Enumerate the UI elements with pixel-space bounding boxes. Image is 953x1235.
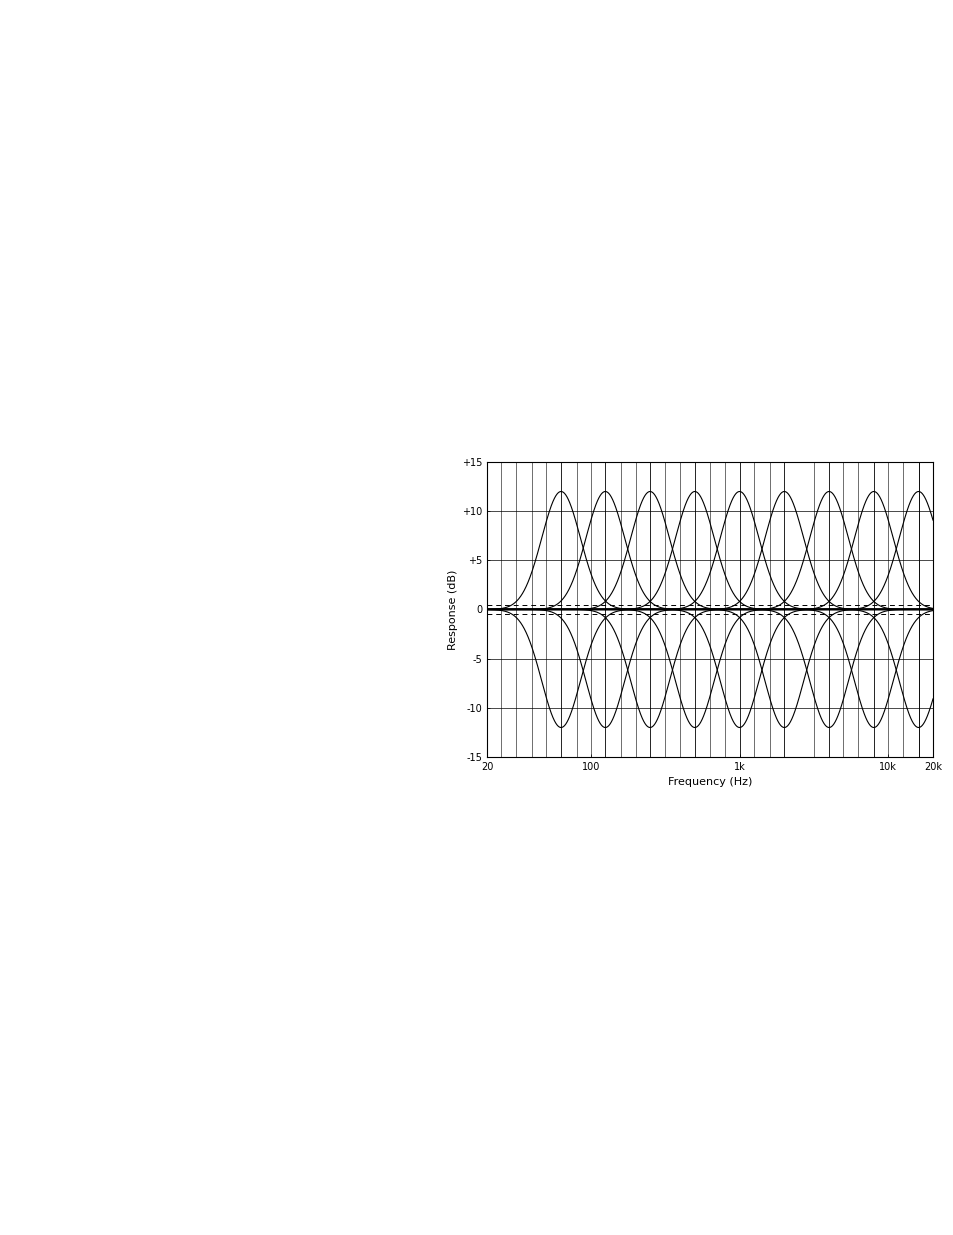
X-axis label: Frequency (Hz): Frequency (Hz) xyxy=(667,777,751,788)
Y-axis label: Response (dB): Response (dB) xyxy=(447,569,457,650)
